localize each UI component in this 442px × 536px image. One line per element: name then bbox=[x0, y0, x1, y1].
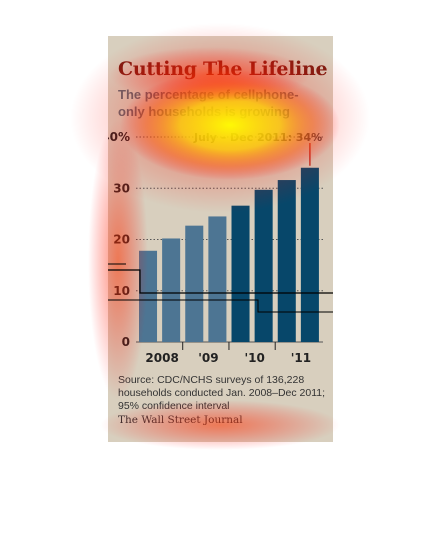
y-tick-label: 40% bbox=[108, 130, 130, 144]
bar bbox=[277, 180, 296, 342]
y-tick-label: 10 bbox=[113, 284, 130, 298]
bar bbox=[254, 189, 273, 342]
credit-line: The Wall Street Journal bbox=[118, 414, 243, 426]
bar bbox=[139, 250, 158, 342]
x-tick-label: '09 bbox=[198, 351, 218, 365]
y-tick-label: 20 bbox=[113, 233, 130, 247]
chart-card: 0 10 20 30 40% July – Dec 2011: 34% 2008 '09 '10… bbox=[108, 36, 333, 442]
bar bbox=[162, 238, 181, 342]
x-tick-label: 2008 bbox=[145, 351, 178, 365]
bar bbox=[208, 216, 227, 342]
chart-title: Cutting The Lifeline bbox=[118, 58, 328, 80]
bar bbox=[300, 167, 319, 342]
y-tick-label: 0 bbox=[122, 335, 130, 349]
x-tick-label: '11 bbox=[291, 351, 311, 365]
chart-subtitle: The percentage of cellphone-only househo… bbox=[118, 87, 299, 119]
x-tick-label: '10 bbox=[244, 351, 264, 365]
annotation-label: July – Dec 2011: 34% bbox=[193, 131, 322, 144]
y-tick-label: 30 bbox=[113, 181, 130, 195]
bar bbox=[185, 225, 204, 342]
source-note: Source: CDC/NCHS surveys of 136,228 hous… bbox=[118, 374, 326, 412]
bar bbox=[231, 205, 250, 342]
